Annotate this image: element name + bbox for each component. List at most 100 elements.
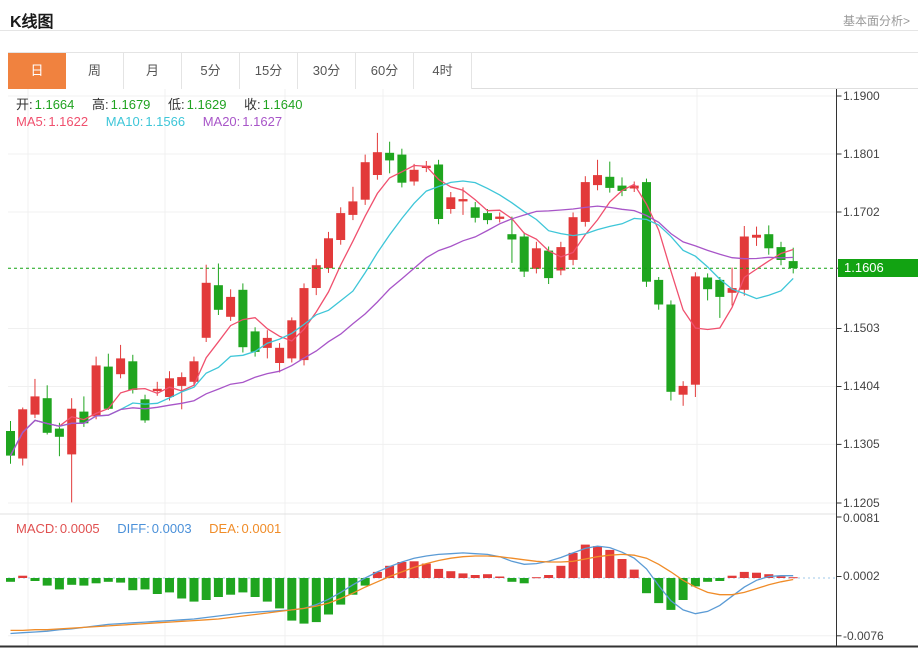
macd-bar [715,578,725,581]
candle-body [752,234,761,238]
candle-body [678,385,688,395]
candle-body [213,285,223,310]
y-axis-label: 0.0081 [843,511,880,525]
macd-bar [177,578,187,599]
tab-day[interactable]: 日 [8,53,66,89]
candle-body [507,234,517,240]
tab-15min[interactable]: 15分 [240,53,298,89]
candle-body [18,409,28,459]
macd-bar [629,569,639,578]
candle-body [654,279,664,305]
ma10-value: 1.1566 [145,114,186,129]
candle-body [605,176,615,188]
macd-bar [458,573,468,578]
macd-bar [336,578,346,605]
macd-bar [409,561,419,578]
candle-body [495,216,505,219]
macd-bar [421,563,431,578]
macd-bar [507,578,517,582]
candle-body [519,236,529,272]
macd-bar [128,578,138,591]
macd-bar [189,578,199,602]
candle-body [629,185,639,189]
y-axis-label: 1.1900 [843,89,880,103]
tab-5min[interactable]: 5分 [182,53,240,89]
candle-body [152,388,162,392]
header-divider [0,30,918,31]
macd-bar [116,578,126,583]
macd-bar [262,578,272,602]
low-label: 低: [168,97,185,112]
candle-body [531,248,541,269]
dea-readout: DEA: 0.0001 [209,521,281,536]
macd-bar [788,577,798,579]
macd-bar [544,575,554,578]
tab-week[interactable]: 周 [66,53,124,89]
macd-bar [678,578,688,600]
candle-body [54,428,64,437]
candle-body [42,398,52,433]
fundamental-analysis-link[interactable]: 基本面分析> [842,14,910,28]
macd-bar [519,578,529,584]
candle-body [666,304,676,392]
ma5-line [9,164,794,456]
macd-bar [275,578,285,609]
macd-bar [483,574,492,578]
macd-bar [385,565,395,578]
macd-bar [531,577,541,579]
tab-4hour[interactable]: 4时 [414,53,472,89]
candle-body [67,408,77,455]
tab-month[interactable]: 月 [124,53,182,89]
candle-body [189,361,199,382]
macd-bar [593,546,602,578]
open-value: 1.1664 [34,97,75,112]
candle-body [642,182,651,282]
candle-body [788,261,798,269]
macd-bar [165,578,174,593]
page-title: K线图 [10,14,54,31]
y-axis-label: 1.1305 [843,437,880,452]
macd-bar [91,578,101,584]
low-value: 1.1629 [186,97,227,112]
candle-body [470,207,480,218]
ma10-label: MA10: [105,114,144,129]
candle-body [30,396,40,415]
y-axis-label: 0.0002 [843,569,880,584]
macd-bar [152,578,162,594]
y-axis-label: -0.0076 [843,628,884,643]
macd-bar [213,578,223,597]
candle-body [556,247,566,271]
ma-legend: MA5: 1.1622 MA10: 1.1566 MA20: 1.1627 [16,114,296,129]
candle-body [434,164,444,219]
macd-bar [226,578,236,595]
macd-bar [30,578,40,581]
macd-bar [666,578,676,610]
macd-bar [556,565,566,578]
macd-bar [727,575,737,578]
macd-bar [397,562,407,578]
period-tabs: 日 周 月 5分 15分 30分 60分 4时 [8,52,918,89]
tab-60min[interactable]: 60分 [356,53,414,89]
candle-body [372,152,382,175]
macd-value: 0.0005 [59,521,100,536]
candle-body [360,162,370,200]
candle-body [336,213,346,240]
candle-body [238,289,248,348]
macd-bar [690,578,700,587]
tab-30min[interactable]: 30分 [298,53,356,89]
open-label: 开: [16,97,33,112]
diff-label: DIFF: [117,521,150,536]
macd-bar [642,578,651,594]
y-axis-label: 1.1801 [843,146,880,161]
ma10-line [9,180,794,456]
macd-bar [776,576,786,578]
macd-bar [434,568,444,578]
last-price-badge: 1.1606 [838,259,918,277]
candle-body [593,175,602,186]
candle-body [727,288,737,293]
macd-bar [752,572,761,578]
dea-value: 0.0001 [241,521,282,536]
candle-body [311,265,321,288]
